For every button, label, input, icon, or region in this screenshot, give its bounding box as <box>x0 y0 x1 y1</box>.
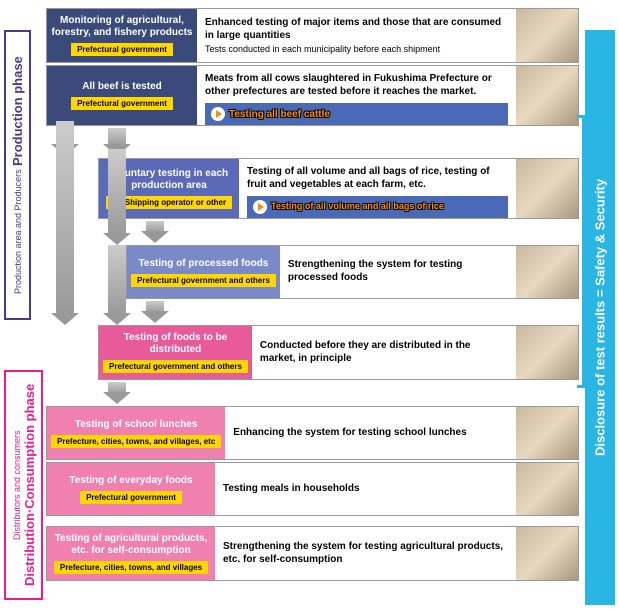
arrow-down-icon <box>146 221 164 233</box>
row-title: All beef is tested <box>82 81 161 93</box>
row-title: Testing of school lunches <box>75 419 198 431</box>
phase-main: Distribution·Consumption phase <box>22 384 37 586</box>
connector <box>582 115 585 388</box>
badge: Prefectural government <box>71 43 173 56</box>
row-title: Testing of everyday foods <box>69 475 192 487</box>
arrow-down-icon <box>108 128 126 146</box>
row-left: Testing of school lunches Prefecture, ci… <box>47 407 225 459</box>
row-heading: Meats from all cows slaughtered in Fukus… <box>205 72 508 98</box>
row-title: Testing of agricultural products, etc. f… <box>51 533 211 557</box>
badge: Prefecture, cities, towns, and villages <box>54 561 208 574</box>
row-left: Testing of agricultural products, etc. f… <box>47 527 215 580</box>
row-heading: Conducted before they are distributed in… <box>260 339 508 365</box>
row-left: Monitoring of agricultural, forestry, an… <box>47 9 197 62</box>
badge: Prefectural government and others <box>103 360 248 373</box>
arrow-down-icon <box>108 382 126 394</box>
row-image <box>516 66 578 125</box>
row-heading: Strengthening the system for testing agr… <box>223 540 508 566</box>
row-mid: Strengthening the system for testing pro… <box>280 246 516 298</box>
row-mid: Testing of all volume and all bags of ri… <box>239 159 516 218</box>
row-everyday: Testing of everyday foods Prefectural go… <box>46 462 579 516</box>
phase-sub: Production area and Producers <box>13 169 23 294</box>
row-sub: Tests conducted in each municipality bef… <box>205 44 508 56</box>
row-left: Testing of foods to be distributed Prefe… <box>99 326 252 379</box>
production-phase-label: Production area and Producers Production… <box>4 30 31 320</box>
arrow-down-icon <box>146 301 164 313</box>
arrow-down-icon <box>108 149 126 235</box>
row-heading: Enhanced testing of major items and thos… <box>205 16 508 42</box>
row-image <box>516 326 578 379</box>
row-title: Testing of foods to be distributed <box>103 332 248 356</box>
row-distributed: Testing of foods to be distributed Prefe… <box>98 325 579 380</box>
gap <box>46 221 579 245</box>
row-monitoring: Monitoring of agricultural, forestry, an… <box>46 8 579 63</box>
badge: Prefectural government <box>71 97 173 110</box>
banner-beef[interactable]: Testing all beef cattle <box>205 103 508 125</box>
distribution-phase-label: Distributors and consumers Distribution·… <box>4 370 43 600</box>
row-heading: Strengthening the system for testing pro… <box>288 258 508 284</box>
row-heading: Testing meals in households <box>223 482 508 495</box>
row-left: All beef is tested Prefectural governmen… <box>47 66 197 125</box>
row-mid: Testing meals in households <box>215 463 516 515</box>
row-heading: Testing of all volume and all bags of ri… <box>247 165 508 191</box>
phase-sub: Distributors and consumers <box>12 430 22 540</box>
row-mid: Enhancing the system for testing school … <box>225 407 516 459</box>
row-beef: All beef is tested Prefectural governmen… <box>46 65 579 126</box>
row-heading: Enhancing the system for testing school … <box>233 426 508 439</box>
row-mid: Strengthening the system for testing agr… <box>215 527 516 580</box>
row-mid: Enhanced testing of major items and thos… <box>197 9 516 62</box>
banner-rice[interactable]: Testing of all volume and all bags of ri… <box>247 196 508 218</box>
row-title: Testing of processed foods <box>139 258 269 270</box>
row-mid: Meats from all cows slaughtered in Fukus… <box>197 66 516 125</box>
badge: Prefecture, cities, towns, and villages,… <box>51 435 221 448</box>
play-icon <box>253 200 267 214</box>
arrow-down-icon <box>108 245 126 315</box>
disclosure-bar: Disclosure of test results = Safety & Se… <box>585 30 615 605</box>
row-school: Testing of school lunches Prefecture, ci… <box>46 406 579 460</box>
row-image <box>516 527 578 580</box>
row-image <box>516 246 578 298</box>
arrow-down-icon <box>56 121 74 315</box>
play-icon <box>211 107 225 121</box>
banner-text: Testing all beef cattle <box>229 108 330 121</box>
gap <box>46 301 579 325</box>
row-voluntary: Voluntary testing in each production are… <box>98 158 579 219</box>
row-image <box>516 407 578 459</box>
row-processed: Testing of processed foods Prefectural g… <box>126 245 579 299</box>
row-image <box>516 9 578 62</box>
badge: Prefectural government <box>80 491 182 504</box>
badge: Prefectural government and others <box>131 274 276 287</box>
banner-text: Testing of all volume and all bags of ri… <box>271 201 444 213</box>
row-image <box>516 159 578 218</box>
phase-main: Production phase <box>10 56 25 166</box>
row-title: Monitoring of agricultural, forestry, an… <box>51 15 193 39</box>
row-selfconsumption: Testing of agricultural products, etc. f… <box>46 526 579 581</box>
content-area: Monitoring of agricultural, forestry, an… <box>46 8 579 607</box>
disclosure-text: Disclosure of test results = Safety & Se… <box>593 179 608 456</box>
gap <box>46 382 579 406</box>
row-left: Testing of processed foods Prefectural g… <box>127 246 280 298</box>
row-left: Testing of everyday foods Prefectural go… <box>47 463 215 515</box>
row-image <box>516 463 578 515</box>
row-mid: Conducted before they are distributed in… <box>252 326 516 379</box>
